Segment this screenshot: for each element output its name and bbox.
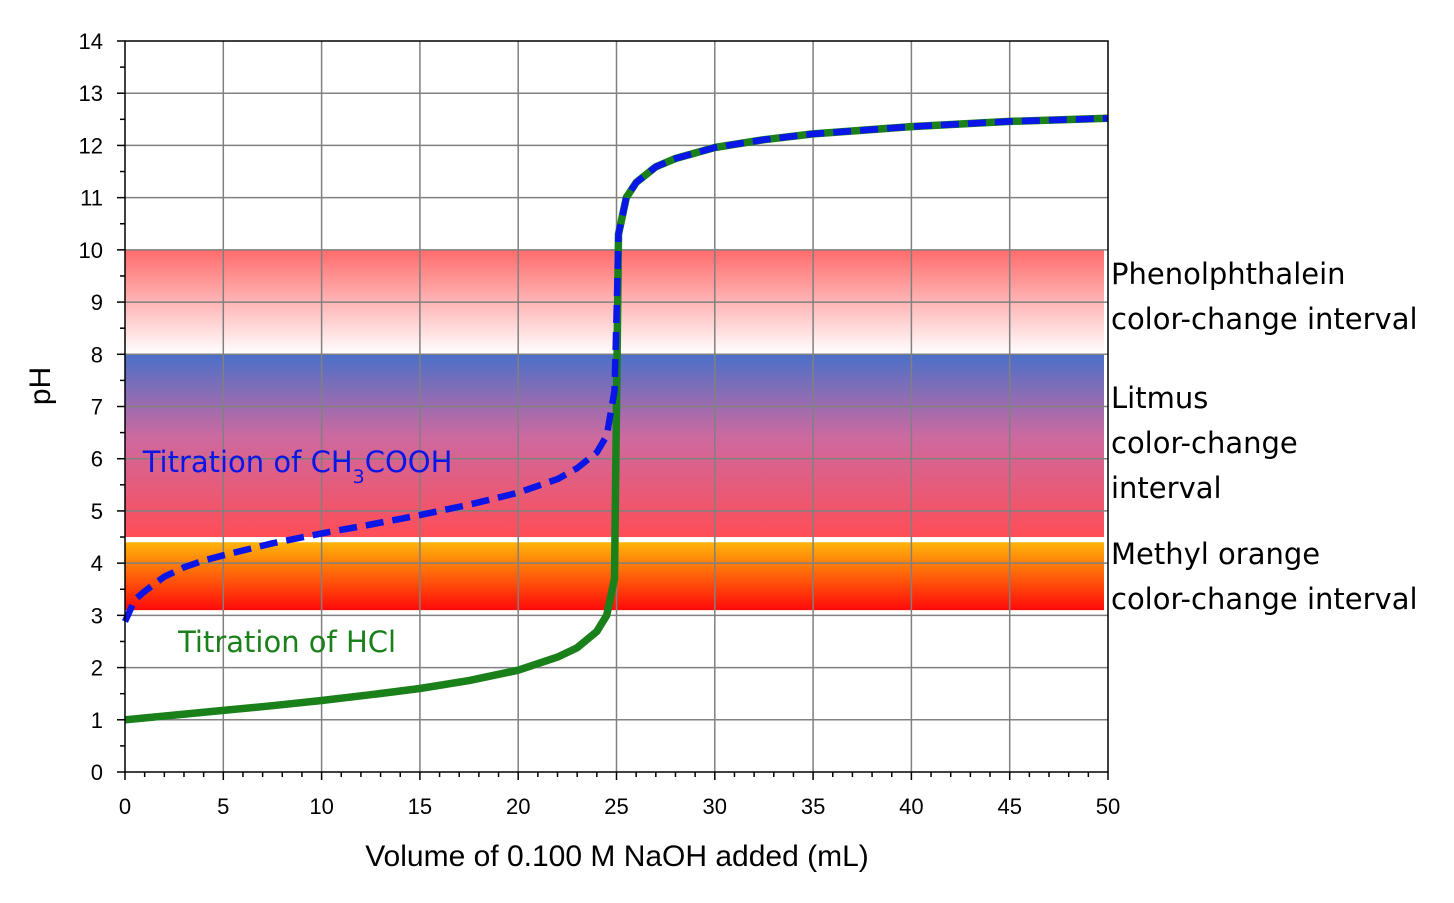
- y-tick-label: 7: [91, 395, 103, 420]
- y-tick-label: 2: [91, 656, 103, 681]
- y-tick-label: 11: [80, 186, 103, 211]
- litmus-label-line-1: Litmus: [1111, 381, 1208, 415]
- y-tick-label: 14: [79, 29, 103, 54]
- series-label-ch3cooh-subscript: 3: [353, 466, 365, 488]
- series-label-ch3cooh: Titration of CH3COOH: [142, 445, 453, 488]
- series-line-ch3cooh: [122, 115, 1109, 623]
- x-tick-label: 10: [309, 794, 333, 819]
- series-label-hcl: Titration of HCl: [177, 625, 396, 659]
- methyl-orange-label-line-1: Methyl orange: [1111, 537, 1320, 571]
- y-tick-label: 5: [91, 499, 103, 524]
- y-tick-label: 9: [91, 290, 103, 315]
- x-tick-label: 15: [408, 794, 432, 819]
- series-label-ch3cooh-rest: COOH: [365, 445, 453, 479]
- x-axis-title: Volume of 0.100 M NaOH added (mL): [365, 840, 869, 873]
- x-tick-label: 40: [899, 794, 923, 819]
- x-tick-label: 35: [801, 794, 825, 819]
- methyl-orange-label: Methyl orange color-change interval: [1111, 537, 1418, 616]
- y-tick-label: 12: [79, 133, 103, 158]
- y-tick-label: 1: [91, 708, 103, 733]
- axis-ticks: [117, 40, 1109, 780]
- x-tick-label: 45: [997, 794, 1021, 819]
- litmus-label-line-2: color-change: [1111, 426, 1298, 460]
- x-tick-label: 50: [1096, 794, 1120, 819]
- y-tick-label: 13: [79, 81, 103, 106]
- x-tick-label: 5: [217, 794, 229, 819]
- litmus-label-line-3: interval: [1111, 471, 1222, 505]
- litmus-label: Litmus color-change interval: [1111, 381, 1307, 505]
- y-axis-title: pH: [24, 367, 57, 405]
- series-lines: [122, 114, 1109, 724]
- y-tick-label: 4: [91, 551, 103, 576]
- x-tick-label: 20: [506, 794, 530, 819]
- y-tick-label: 0: [91, 760, 103, 785]
- series-label-ch3cooh-main: Titration of CH: [142, 445, 353, 479]
- x-tick-label: 30: [703, 794, 727, 819]
- phenolphthalein-label: Phenolphthalein color-change interval: [1111, 257, 1418, 336]
- y-tick-label: 10: [79, 238, 103, 263]
- phenolphthalein-label-line-1: Phenolphthalein: [1111, 257, 1346, 291]
- methyl-orange-label-line-2: color-change interval: [1111, 582, 1418, 616]
- x-tick-label: 0: [119, 794, 131, 819]
- y-tick-label: 8: [91, 342, 103, 367]
- y-tick-label: 6: [91, 447, 103, 472]
- y-tick-label: 3: [91, 603, 103, 628]
- phenolphthalein-label-line-2: color-change interval: [1111, 302, 1418, 336]
- x-tick-label: 25: [604, 794, 628, 819]
